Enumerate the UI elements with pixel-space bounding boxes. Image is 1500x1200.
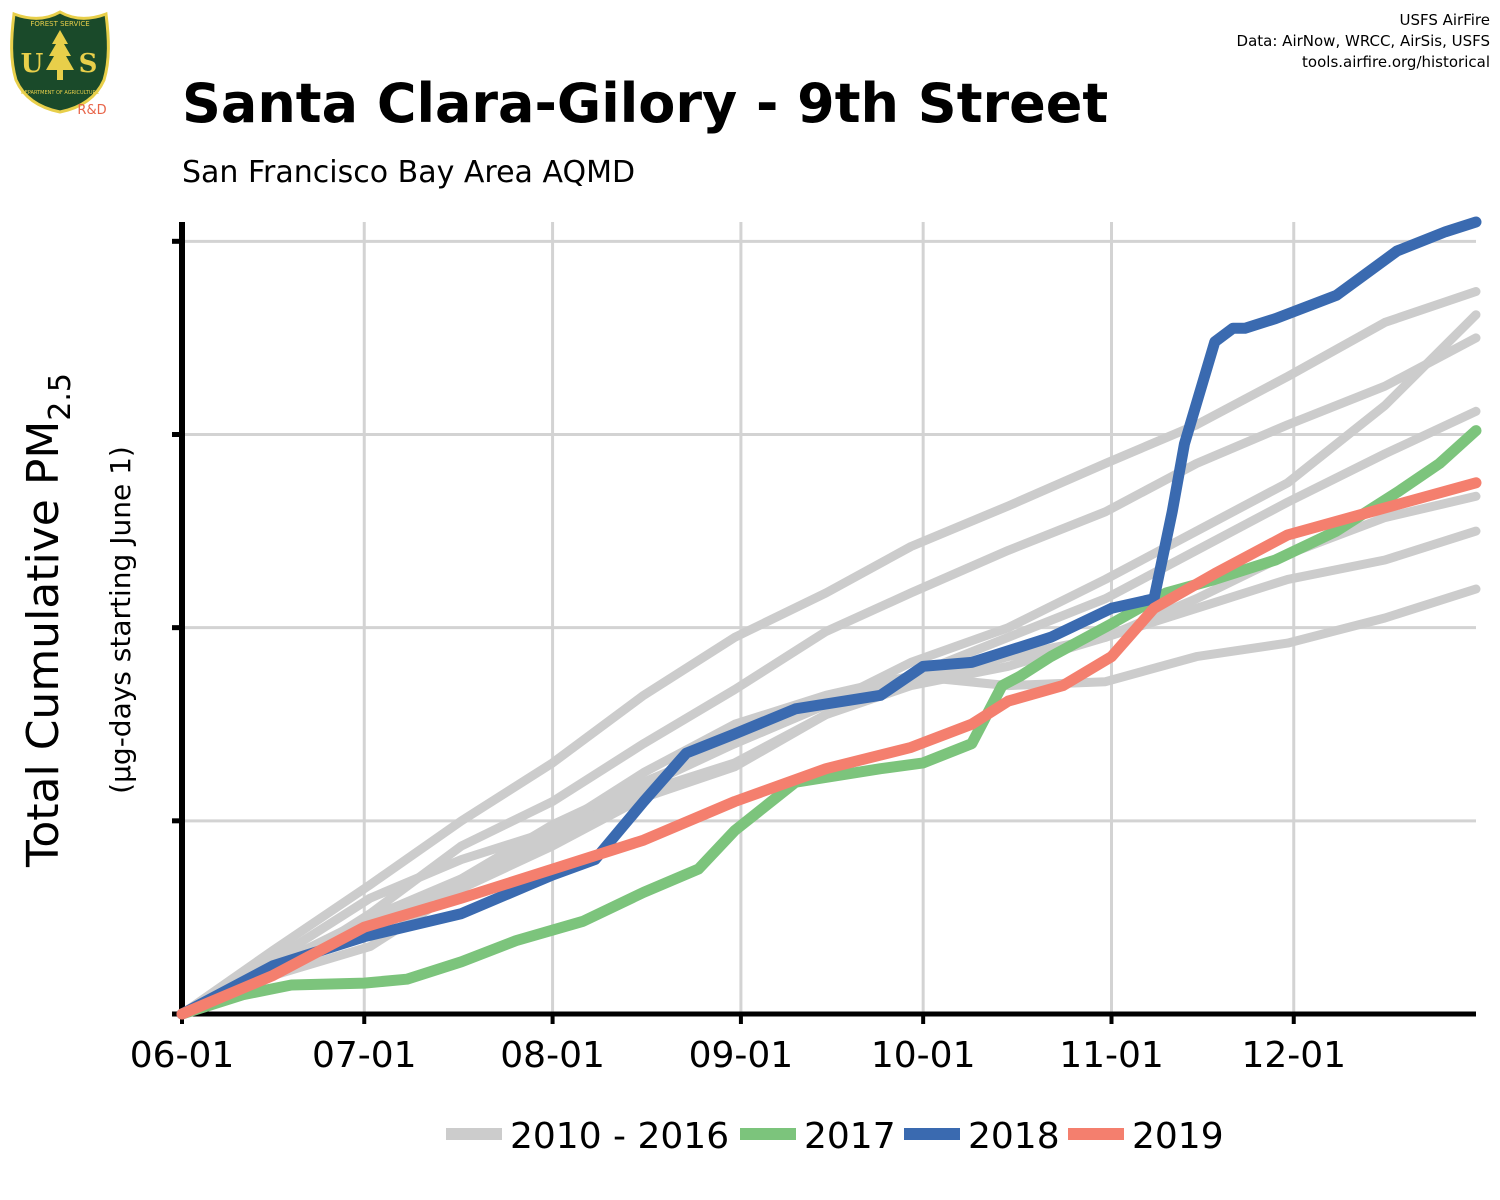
series-line-2010-2016-0: [177, 287, 1481, 1019]
chart-title: Santa Clara-Gilory - 9th Street: [182, 72, 1109, 135]
credits: USFS AirFire Data: AirNow, WRCC, AirSis,…: [1237, 10, 1490, 73]
x-tick-label-0: 06-01: [130, 1035, 235, 1076]
y-axis-title: Total Cumulative PM2.5: [18, 373, 78, 868]
svg-text:DEPARTMENT OF AGRICULTURE: DEPARTMENT OF AGRICULTURE: [21, 90, 99, 96]
series-line-2010-2016-5: [177, 584, 1481, 1019]
series-line-2010-2016-1: [177, 333, 1481, 1019]
y-axis-label: Total Cumulative PM2.5 (µg-days starting…: [18, 373, 137, 868]
y-axis-title-main: Total Cumulative PM: [18, 421, 69, 868]
credit-line-3: tools.airfire.org/historical: [1302, 53, 1490, 71]
svg-text:FOREST SERVICE: FOREST SERVICE: [30, 20, 89, 28]
x-tick-label-2: 08-01: [500, 1035, 605, 1076]
legend-label-2: 2018: [968, 1116, 1060, 1157]
forest-service-logo: FOREST SERVICE U S DEPARTMENT OF AGRICUL…: [10, 10, 110, 118]
background-series: [177, 287, 1481, 1019]
svg-text:U: U: [21, 49, 44, 79]
legend-label-3: 2019: [1132, 1116, 1224, 1157]
y-axis-units: (µg-days starting June 1): [104, 446, 137, 794]
svg-text:S: S: [79, 49, 98, 79]
grid-lines: [182, 222, 1476, 1014]
y-axis-title-subscript: 2.5: [43, 373, 78, 421]
x-tick-label-4: 10-01: [871, 1035, 976, 1076]
x-tick-label-1: 07-01: [312, 1035, 417, 1076]
credit-line-1: USFS AirFire: [1399, 11, 1490, 29]
credit-line-2: Data: AirNow, WRCC, AirSis, USFS: [1236, 32, 1490, 50]
x-tick-label-6: 12-01: [1241, 1035, 1346, 1076]
axes: [172, 222, 1476, 1024]
series-line-2019: [176, 477, 1482, 1020]
legend: 2010 - 2016 2017 2018 2019: [446, 1116, 1224, 1157]
x-tick-label-3: 09-01: [689, 1035, 794, 1076]
x-tick-labels: 06-01 07-01 08-01 09-01 10-01 11-01 12-01: [130, 1035, 1346, 1076]
legend-label-1: 2017: [804, 1116, 896, 1157]
legend-label-0: 2010 - 2016: [510, 1116, 729, 1157]
chart-subtitle: San Francisco Bay Area AQMD: [182, 155, 636, 190]
svg-text:R&D: R&D: [77, 103, 106, 118]
series-line-2017: [176, 425, 1482, 1020]
x-tick-label-5: 11-01: [1059, 1035, 1164, 1076]
highlight-series: [176, 216, 1482, 1020]
